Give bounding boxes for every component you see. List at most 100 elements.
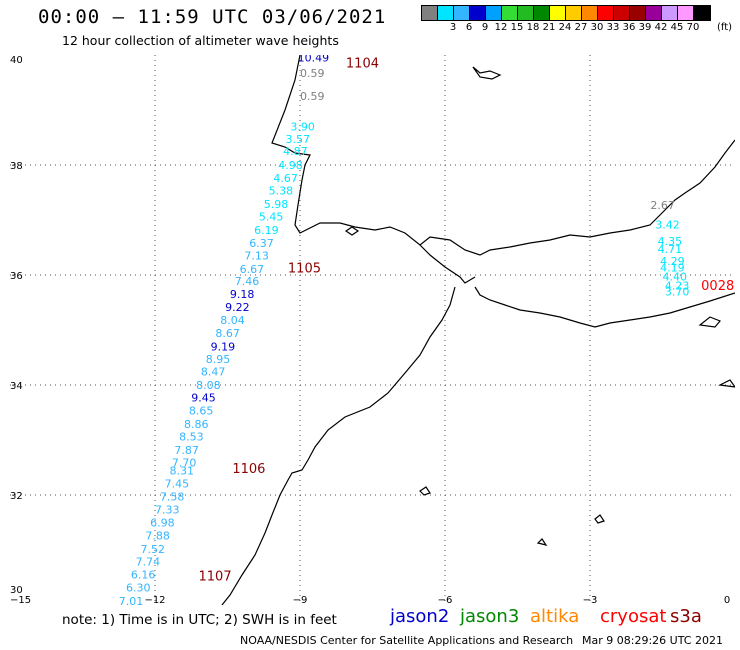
y-tick-label: 32 [10,491,23,502]
colorbar-swatch [582,6,598,20]
wave-height-value: 3.90 [290,120,315,133]
wave-height-value: 7.87 [174,444,199,457]
altimeter-map: −15 −12 −9 −6 −3 0 40 38 36 34 32 30 10.49 0.59 0.59 3… [10,55,735,605]
wave-height-value: 7.88 [145,530,170,543]
wave-height-value: 5.98 [264,198,289,211]
mission-legend-item: s3a [670,606,702,627]
colorbar-label: 42 [654,22,668,33]
x-tick-label: −9 [293,595,308,605]
y-tick-label: 40 [10,55,23,66]
wave-height-value: 0.59 [300,90,325,103]
colorbar-units: (ft) [717,22,733,33]
colorbar-label: 70 [686,22,700,33]
colorbar-swatch [598,6,614,20]
wave-height-value: 10.49 [298,55,330,65]
wave-height-value: 9.45 [191,392,216,405]
x-tick-label: −3 [583,595,598,605]
pass-number-label: 1107 [199,569,232,584]
colorbar-labels: 3 6 9 12 15 18 21 24 27 30 33 36 39 42 45 70 [421,22,740,36]
wave-height-value: 6.16 [131,569,156,582]
wave-height-value: 8.04 [220,314,245,327]
wave-height-value: 6.37 [249,237,274,250]
colorbar-label: 12 [494,22,508,33]
wave-height-value: 6.30 [126,581,151,594]
colorbar-swatch [470,6,486,20]
colorbar-swatch [694,6,710,20]
wave-height-value: 8.31 [170,465,195,478]
wave-height-value: 7.46 [235,275,260,288]
wave-height-value: 4.40 [663,271,688,284]
wave-height-value: 4.35 [658,235,683,248]
colorbar-swatch [630,6,646,20]
colorbar-label: 39 [638,22,652,33]
wave-height-value: 8.08 [196,379,221,392]
wave-height-value: 3.57 [286,133,311,146]
wave-height-value: 8.67 [215,327,240,340]
colorbar-swatch [566,6,582,20]
colorbar-label: 18 [526,22,540,33]
pass-number-label: 1106 [232,462,265,477]
colorbar-label: 6 [465,22,473,33]
colorbar-swatch [422,6,438,20]
colorbar-swatch [550,6,566,20]
wave-height-value: 0.59 [300,67,325,80]
wave-height-value: 3.70 [665,285,690,298]
coastline [221,55,735,605]
wave-height-value: 8.65 [189,405,214,418]
wave-height-value: 7.33 [155,504,180,517]
footnote: note: 1) Time is in UTC; 2) SWH is in fe… [62,612,337,628]
y-tick-label: 36 [10,271,23,282]
colorbar-swatch [454,6,470,20]
wave-height-value: 4.87 [283,145,308,158]
wave-height-value: 7.74 [136,555,161,568]
colorbar-swatch [646,6,662,20]
colorbar-label: 9 [481,22,489,33]
axis-ticks: −15 −12 −9 −6 −3 0 40 38 36 34 32 30 [10,55,730,605]
wave-height-value: 8.47 [201,366,226,379]
wave-height-value: 7.70 [172,456,197,469]
colorbar-label: 24 [558,22,572,33]
wave-height-value: 7.52 [141,543,166,556]
wave-height-value: 6.98 [150,516,175,529]
wave-height-value: 8.53 [179,431,204,444]
wave-height-value: 4.67 [273,172,298,185]
wave-height-value: 7.01 [119,595,144,605]
colorbar-label: 15 [510,22,524,33]
y-tick-label: 38 [10,161,23,172]
wave-height-colorbar [421,5,711,21]
wave-height-value: 4.29 [660,255,685,268]
pass-number-label: 1104 [346,57,379,72]
wave-height-labels: 10.49 0.59 0.59 3.903.574.874.984.675.385.9… [119,55,690,605]
wave-height-value: 8.95 [206,353,231,366]
colorbar-label: 27 [574,22,588,33]
wave-height-value: 4.98 [278,159,303,172]
mission-legend-item: altika [530,606,580,627]
pass-number-label: 1105 [288,261,321,276]
x-tick-label: 0 [724,595,730,605]
x-tick-label: −6 [438,595,453,605]
colorbar-label: 30 [590,22,604,33]
colorbar-swatch [518,6,534,20]
pass-labels: 1104 1105 1106 1107 0028 [199,57,735,585]
colorbar-label: 21 [542,22,556,33]
wave-height-value: 4.19 [660,262,685,275]
y-tick-label: 30 [10,585,23,596]
wave-height-value: 4.71 [658,243,683,256]
y-tick-label: 34 [10,381,23,392]
mission-legend-item: jason2 [390,606,450,627]
wave-height-value: 9.22 [225,301,250,314]
wave-height-value: 5.45 [259,211,284,224]
timestamp: Mar 9 08:29:26 UTC 2021 [582,634,723,647]
chart-title: 00:00 – 11:59 UTC 03/06/2021 [38,6,387,28]
wave-height-value: 6.19 [254,224,278,237]
wave-height-value: 9.18 [230,288,255,301]
colorbar-label: 45 [670,22,684,33]
colorbar-label: 33 [606,22,620,33]
wave-height-value: 8.86 [184,418,209,431]
wave-height-value: 9.19 [211,340,236,353]
wave-height-value: 6.67 [240,263,264,276]
credit: NOAA/NESDIS Center for Satellite Applica… [240,634,574,647]
colorbar-swatch [678,6,694,20]
colorbar-label: 36 [622,22,636,33]
wave-height-value: 5.38 [269,185,294,198]
